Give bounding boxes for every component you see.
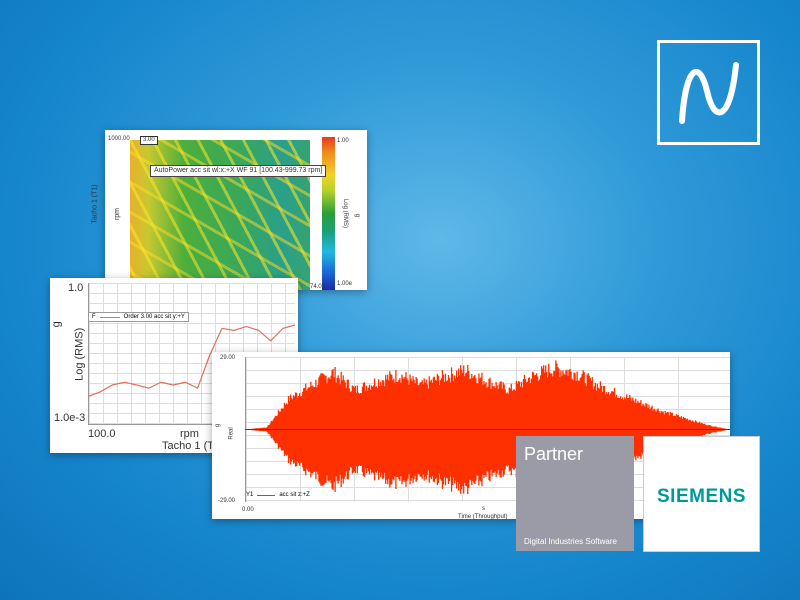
order-line-chart — [88, 324, 295, 398]
legend-checkbox[interactable]: Y1 — [246, 492, 254, 498]
cbar-max: 1.00 — [337, 138, 349, 144]
y-max-label: 29.00 — [220, 355, 236, 361]
y-unit: rpm — [114, 207, 122, 221]
colorbar — [322, 137, 335, 290]
x-unit: rpm — [180, 428, 199, 440]
legend-label: acc sit z:+Z — [279, 492, 310, 498]
y-axis-label: Tacho 1 (T1) — [91, 184, 99, 224]
legend: F Order 3.00 acc sit y:+Y — [88, 312, 189, 322]
x-start-label: 0.00 — [242, 507, 254, 513]
legend: Y1 acc sit z:+Z — [246, 492, 310, 498]
siemens-logo: SIEMENS — [643, 436, 760, 552]
partner-badge: Partner Digital Industries Software — [516, 436, 634, 551]
brand-logo — [657, 40, 760, 145]
legend-swatch — [257, 494, 276, 496]
legend-swatch — [99, 316, 120, 318]
partner-title: Partner — [524, 444, 584, 464]
cbar-min: 1.00e — [337, 281, 353, 287]
y-unit: g — [50, 321, 63, 328]
x-unit: s — [482, 506, 485, 512]
cursor-label[interactable]: 3.00 — [140, 136, 158, 145]
y-min-label: -29.00 — [218, 498, 236, 504]
y-min-label: 1.0e-3 — [54, 412, 86, 424]
legend-checkbox[interactable]: F — [92, 314, 96, 320]
x-axis-label: Time (Throughput) — [458, 514, 508, 520]
x-end-label: 74.02 — [310, 284, 326, 290]
cbar-unit: g — [354, 213, 361, 218]
cbar-label: Log (RMS) — [341, 198, 348, 228]
order-series-line — [88, 324, 295, 398]
y-axis-label: Log (RMS) — [73, 327, 86, 381]
y-top-label: 1000.00 — [108, 136, 130, 142]
siemens-wordmark: SIEMENS — [657, 486, 747, 507]
x-start-label: 100.0 — [88, 428, 116, 440]
spectrogram-heatmap — [130, 140, 310, 290]
waveform-chart — [245, 360, 730, 499]
legend-label: Order 3.00 acc sit y:+Y — [123, 314, 185, 320]
x-axis-label: Tacho 1 (T — [162, 440, 214, 452]
y-axis-label: Real — [228, 427, 235, 440]
sine-wave-icon — [679, 62, 739, 124]
y-max-label: 1.0 — [68, 282, 84, 294]
y-unit: g — [215, 423, 222, 428]
partner-subtitle: Digital Industries Software — [524, 537, 617, 546]
tooltip: AutoPower acc sit wl:x:+X WF 91 [100.43-… — [150, 165, 327, 178]
